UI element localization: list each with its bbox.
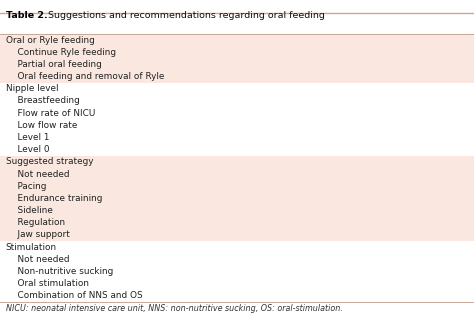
Text: Table 2.: Table 2. — [6, 11, 47, 20]
Bar — [0, 241, 474, 253]
Bar — [0, 119, 474, 131]
Bar — [0, 95, 474, 107]
Text: Breastfeeding: Breastfeeding — [6, 97, 80, 105]
Text: Combination of NNS and OS: Combination of NNS and OS — [6, 291, 142, 300]
Bar — [0, 34, 474, 46]
Bar — [0, 107, 474, 119]
Bar — [0, 192, 474, 204]
Bar — [0, 253, 474, 266]
Text: Oral stimulation: Oral stimulation — [6, 279, 89, 288]
Bar — [0, 144, 474, 156]
Bar — [0, 131, 474, 144]
Text: Not needed: Not needed — [6, 255, 69, 264]
Bar — [0, 229, 474, 241]
Bar — [0, 83, 474, 95]
Text: Suggestions and recommendations regarding oral feeding: Suggestions and recommendations regardin… — [45, 11, 324, 20]
Text: Jaw support: Jaw support — [6, 231, 70, 239]
Text: Endurance training: Endurance training — [6, 194, 102, 203]
Bar — [0, 46, 474, 58]
Text: Low flow rate: Low flow rate — [6, 121, 77, 130]
Bar — [0, 70, 474, 83]
Bar — [0, 180, 474, 192]
Text: Regulation: Regulation — [6, 218, 65, 227]
Text: Continue Ryle feeding: Continue Ryle feeding — [6, 48, 116, 57]
Text: Level 0: Level 0 — [6, 145, 49, 154]
Text: Level 1: Level 1 — [6, 133, 49, 142]
Text: Oral feeding and removal of Ryle: Oral feeding and removal of Ryle — [6, 72, 164, 81]
Text: Partial oral feeding: Partial oral feeding — [6, 60, 101, 69]
Bar — [0, 217, 474, 229]
Text: Flow rate of NICU: Flow rate of NICU — [6, 109, 95, 118]
Text: Not needed: Not needed — [6, 170, 69, 179]
Text: Suggested strategy: Suggested strategy — [6, 157, 93, 166]
Text: Stimulation: Stimulation — [6, 243, 57, 252]
Text: Sideline: Sideline — [6, 206, 53, 215]
Bar — [0, 278, 474, 290]
Text: Non-nutritive sucking: Non-nutritive sucking — [6, 267, 113, 276]
Bar — [0, 156, 474, 168]
Bar — [0, 290, 474, 302]
Bar — [0, 204, 474, 217]
Text: NICU: neonatal intensive care unit, NNS: non-nutritive sucking, OS: oral-stimula: NICU: neonatal intensive care unit, NNS:… — [6, 304, 343, 313]
Bar — [0, 168, 474, 180]
Text: Nipple level: Nipple level — [6, 84, 58, 93]
Bar — [0, 266, 474, 278]
Text: Oral or Ryle feeding: Oral or Ryle feeding — [6, 36, 94, 45]
Text: Pacing: Pacing — [6, 182, 46, 191]
Bar — [0, 58, 474, 70]
